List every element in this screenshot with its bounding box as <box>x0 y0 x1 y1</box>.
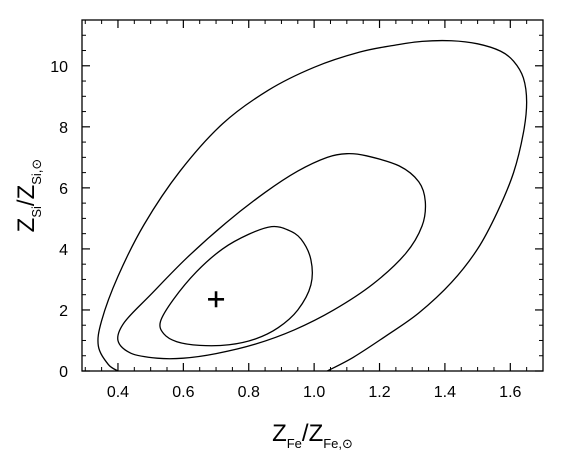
y-tick-label: 6 <box>59 181 68 198</box>
x-tick-label: 0.6 <box>172 384 194 401</box>
confidence-contours <box>97 39 528 371</box>
x-tick-label: 1.2 <box>368 384 390 401</box>
y-axis-label: ZSi/ZSi,⊙ <box>13 159 44 233</box>
tick-marks <box>82 19 544 372</box>
middle-contour <box>117 152 427 360</box>
y-tick-label: 10 <box>50 59 68 76</box>
inner-contour <box>159 225 313 347</box>
x-tick-label: 1.6 <box>499 384 521 401</box>
x-tick-label: 1.0 <box>303 384 325 401</box>
y-tick-label: 4 <box>59 242 68 259</box>
best-fit-marker <box>208 291 225 308</box>
x-axis-label: ZFe/ZFe,⊙ <box>272 420 353 451</box>
x-tick-label: 1.4 <box>434 384 456 401</box>
x-tick-labels: 0.4 0.6 0.8 1.0 1.2 1.4 1.6 <box>107 384 522 401</box>
x-tick-label: 0.8 <box>238 384 260 401</box>
y-tick-label: 2 <box>59 303 68 320</box>
x-tick-label: 0.4 <box>107 384 129 401</box>
outer-contour <box>97 39 528 371</box>
y-tick-labels: 0 2 4 6 8 10 <box>50 59 68 381</box>
y-tick-label: 8 <box>59 120 68 137</box>
plot-frame <box>81 19 544 372</box>
y-tick-label: 0 <box>59 364 68 381</box>
